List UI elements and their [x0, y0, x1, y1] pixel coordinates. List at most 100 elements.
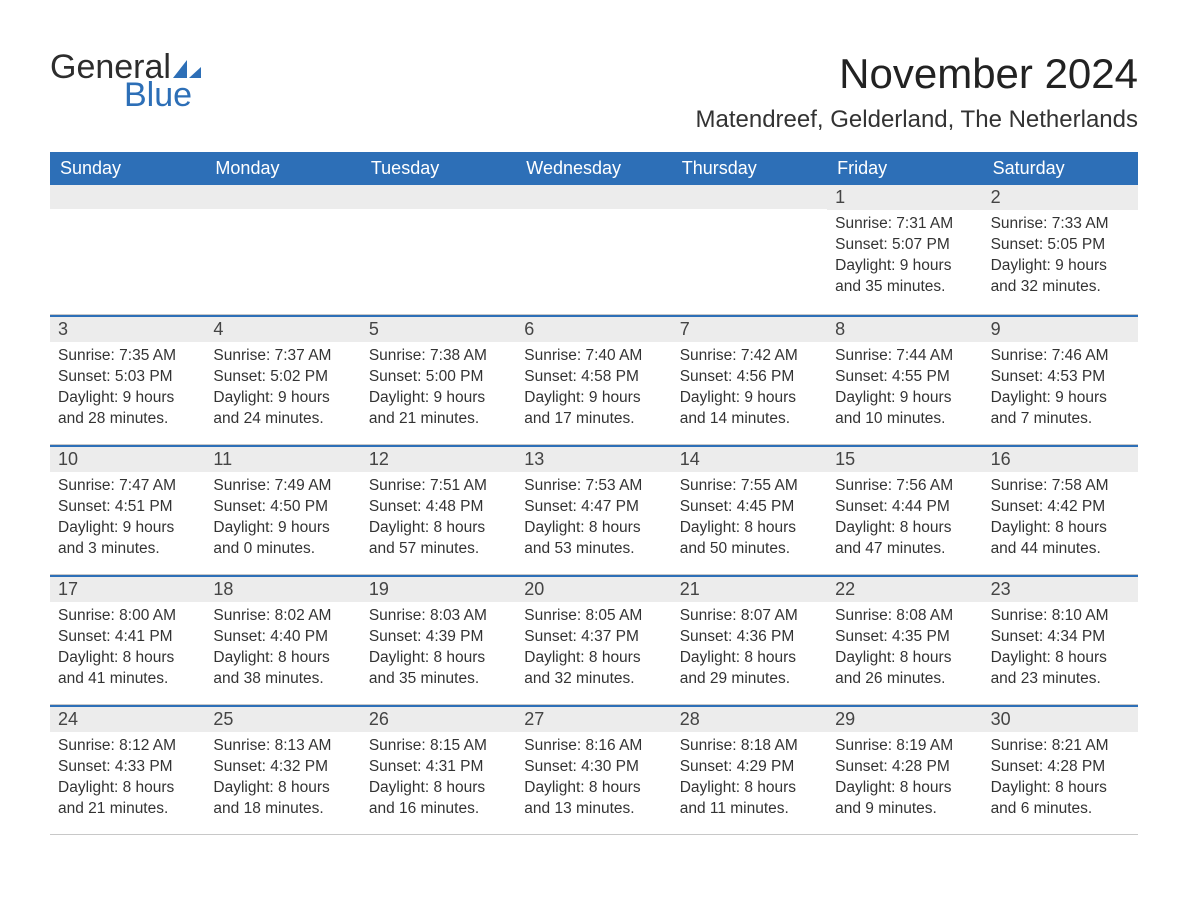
calendar-week: 17Sunrise: 8:00 AMSunset: 4:41 PMDayligh… — [50, 575, 1138, 705]
day-details: Sunrise: 8:02 AMSunset: 4:40 PMDaylight:… — [205, 602, 360, 700]
day-details: Sunrise: 7:53 AMSunset: 4:47 PMDaylight:… — [516, 472, 671, 570]
day-details: Sunrise: 7:42 AMSunset: 4:56 PMDaylight:… — [672, 342, 827, 440]
day-day2: and 11 minutes. — [680, 799, 819, 820]
calendar-day: 30Sunrise: 8:21 AMSunset: 4:28 PMDayligh… — [983, 707, 1138, 834]
calendar-day: 18Sunrise: 8:02 AMSunset: 4:40 PMDayligh… — [205, 577, 360, 704]
day-day2: and 41 minutes. — [58, 669, 197, 690]
day-day2: and 23 minutes. — [991, 669, 1130, 690]
day-day2: and 44 minutes. — [991, 539, 1130, 560]
day-number: 16 — [983, 447, 1138, 472]
day-sunset: Sunset: 5:05 PM — [991, 235, 1130, 256]
day-sunrise: Sunrise: 7:47 AM — [58, 476, 197, 497]
calendar-page: General Blue November 2024 Matendreef, G… — [0, 0, 1188, 875]
day-sunrise: Sunrise: 7:44 AM — [835, 346, 974, 367]
day-day1: Daylight: 8 hours — [991, 518, 1130, 539]
calendar-day: 13Sunrise: 7:53 AMSunset: 4:47 PMDayligh… — [516, 447, 671, 574]
day-day1: Daylight: 9 hours — [991, 388, 1130, 409]
day-day1: Daylight: 9 hours — [524, 388, 663, 409]
day-sunset: Sunset: 4:45 PM — [680, 497, 819, 518]
day-details: Sunrise: 8:15 AMSunset: 4:31 PMDaylight:… — [361, 732, 516, 830]
day-number: 9 — [983, 317, 1138, 342]
day-details: Sunrise: 8:16 AMSunset: 4:30 PMDaylight:… — [516, 732, 671, 830]
day-number: 11 — [205, 447, 360, 472]
calendar-day: 19Sunrise: 8:03 AMSunset: 4:39 PMDayligh… — [361, 577, 516, 704]
calendar-day: 8Sunrise: 7:44 AMSunset: 4:55 PMDaylight… — [827, 317, 982, 444]
calendar-day: 23Sunrise: 8:10 AMSunset: 4:34 PMDayligh… — [983, 577, 1138, 704]
day-sunrise: Sunrise: 8:10 AM — [991, 606, 1130, 627]
calendar-header-row: SundayMondayTuesdayWednesdayThursdayFrid… — [50, 152, 1138, 185]
day-day1: Daylight: 8 hours — [58, 778, 197, 799]
day-sunrise: Sunrise: 8:15 AM — [369, 736, 508, 757]
day-day2: and 29 minutes. — [680, 669, 819, 690]
day-sunset: Sunset: 5:00 PM — [369, 367, 508, 388]
day-day1: Daylight: 8 hours — [213, 778, 352, 799]
day-sunset: Sunset: 4:55 PM — [835, 367, 974, 388]
day-details: Sunrise: 7:56 AMSunset: 4:44 PMDaylight:… — [827, 472, 982, 570]
day-details: Sunrise: 8:19 AMSunset: 4:28 PMDaylight:… — [827, 732, 982, 830]
day-details: Sunrise: 7:37 AMSunset: 5:02 PMDaylight:… — [205, 342, 360, 440]
day-day2: and 32 minutes. — [991, 277, 1130, 298]
calendar-day: 29Sunrise: 8:19 AMSunset: 4:28 PMDayligh… — [827, 707, 982, 834]
day-day1: Daylight: 8 hours — [524, 518, 663, 539]
calendar-day: 28Sunrise: 8:18 AMSunset: 4:29 PMDayligh… — [672, 707, 827, 834]
day-day1: Daylight: 9 hours — [58, 388, 197, 409]
day-number — [516, 185, 671, 209]
day-header: Wednesday — [516, 152, 671, 185]
day-day1: Daylight: 9 hours — [213, 388, 352, 409]
calendar-week: 1Sunrise: 7:31 AMSunset: 5:07 PMDaylight… — [50, 185, 1138, 315]
day-day2: and 0 minutes. — [213, 539, 352, 560]
calendar-day: 16Sunrise: 7:58 AMSunset: 4:42 PMDayligh… — [983, 447, 1138, 574]
day-sunrise: Sunrise: 7:58 AM — [991, 476, 1130, 497]
day-day2: and 38 minutes. — [213, 669, 352, 690]
day-number: 8 — [827, 317, 982, 342]
day-sunrise: Sunrise: 7:55 AM — [680, 476, 819, 497]
day-day2: and 9 minutes. — [835, 799, 974, 820]
day-sunrise: Sunrise: 7:35 AM — [58, 346, 197, 367]
day-number: 4 — [205, 317, 360, 342]
day-number: 5 — [361, 317, 516, 342]
day-day1: Daylight: 9 hours — [835, 256, 974, 277]
day-sunrise: Sunrise: 8:03 AM — [369, 606, 508, 627]
day-details: Sunrise: 7:35 AMSunset: 5:03 PMDaylight:… — [50, 342, 205, 440]
day-sunrise: Sunrise: 7:46 AM — [991, 346, 1130, 367]
calendar-week: 3Sunrise: 7:35 AMSunset: 5:03 PMDaylight… — [50, 315, 1138, 445]
day-day2: and 26 minutes. — [835, 669, 974, 690]
day-sunrise: Sunrise: 8:07 AM — [680, 606, 819, 627]
calendar-day: 1Sunrise: 7:31 AMSunset: 5:07 PMDaylight… — [827, 185, 982, 314]
header-row: General Blue November 2024 Matendreef, G… — [50, 50, 1138, 134]
day-number: 23 — [983, 577, 1138, 602]
month-title: November 2024 — [696, 50, 1139, 98]
day-day1: Daylight: 8 hours — [680, 778, 819, 799]
calendar-week: 24Sunrise: 8:12 AMSunset: 4:33 PMDayligh… — [50, 705, 1138, 835]
calendar-day: 7Sunrise: 7:42 AMSunset: 4:56 PMDaylight… — [672, 317, 827, 444]
day-sunrise: Sunrise: 7:40 AM — [524, 346, 663, 367]
day-day1: Daylight: 8 hours — [991, 778, 1130, 799]
day-header: Sunday — [50, 152, 205, 185]
sail-icon — [173, 56, 201, 78]
day-sunrise: Sunrise: 7:53 AM — [524, 476, 663, 497]
day-day2: and 28 minutes. — [58, 409, 197, 430]
day-day2: and 14 minutes. — [680, 409, 819, 430]
calendar-day: 6Sunrise: 7:40 AMSunset: 4:58 PMDaylight… — [516, 317, 671, 444]
day-sunset: Sunset: 4:58 PM — [524, 367, 663, 388]
day-sunset: Sunset: 4:32 PM — [213, 757, 352, 778]
day-sunset: Sunset: 4:28 PM — [835, 757, 974, 778]
day-details: Sunrise: 8:07 AMSunset: 4:36 PMDaylight:… — [672, 602, 827, 700]
day-details: Sunrise: 7:38 AMSunset: 5:00 PMDaylight:… — [361, 342, 516, 440]
calendar-day: 10Sunrise: 7:47 AMSunset: 4:51 PMDayligh… — [50, 447, 205, 574]
day-day1: Daylight: 9 hours — [991, 256, 1130, 277]
calendar-day: 21Sunrise: 8:07 AMSunset: 4:36 PMDayligh… — [672, 577, 827, 704]
day-details: Sunrise: 7:40 AMSunset: 4:58 PMDaylight:… — [516, 342, 671, 440]
day-details: Sunrise: 8:18 AMSunset: 4:29 PMDaylight:… — [672, 732, 827, 830]
day-day2: and 16 minutes. — [369, 799, 508, 820]
day-day2: and 18 minutes. — [213, 799, 352, 820]
day-sunset: Sunset: 4:29 PM — [680, 757, 819, 778]
day-number: 25 — [205, 707, 360, 732]
day-sunrise: Sunrise: 8:08 AM — [835, 606, 974, 627]
day-day2: and 35 minutes. — [835, 277, 974, 298]
calendar-day-empty — [50, 185, 205, 314]
day-day1: Daylight: 9 hours — [680, 388, 819, 409]
day-day2: and 3 minutes. — [58, 539, 197, 560]
day-details: Sunrise: 8:03 AMSunset: 4:39 PMDaylight:… — [361, 602, 516, 700]
day-day2: and 17 minutes. — [524, 409, 663, 430]
